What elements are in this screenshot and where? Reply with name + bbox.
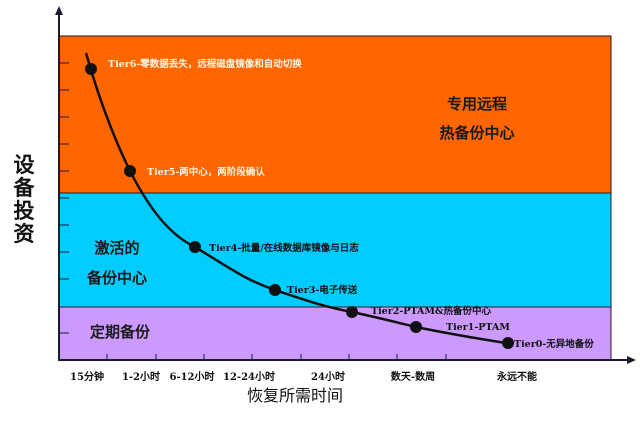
xtick-label: 12-24小时	[223, 370, 275, 383]
y-axis-title-char: 资	[14, 222, 35, 246]
y-axis-title-char: 备	[13, 176, 36, 200]
zone-hot-backup	[58, 35, 612, 194]
tier0-point	[502, 337, 514, 349]
tier1-point	[410, 321, 422, 333]
zone-periodic-label: 定期备份	[90, 323, 151, 341]
tier3-point	[269, 284, 281, 296]
tier0-label: Tier0-无异地备份	[514, 338, 594, 350]
zone-active-backup	[58, 192, 612, 308]
zone-active-label-1: 激活的	[94, 239, 139, 257]
tier2-label: Tier2-PTAM&热备份中心	[371, 305, 491, 317]
zone-periodic-backup	[58, 306, 612, 361]
y-axis-arrow-icon	[55, 6, 63, 15]
xtick-label: 1-2小时	[122, 370, 160, 383]
x-axis-arrow-icon	[627, 356, 636, 364]
xtick-label: 15分钟	[70, 370, 104, 383]
xtick-label: 数天-数周	[391, 370, 435, 383]
tier4-label: Tier4-批量/在线数据库镜像与日志	[209, 242, 359, 254]
tier5-label: Tier5-两中心，两阶段确认	[147, 166, 265, 178]
tier4-point	[189, 241, 201, 253]
zone-active-label-2: 备份中心	[86, 269, 147, 287]
tier5-point	[124, 165, 136, 177]
xtick-label: 永远不能	[496, 370, 537, 383]
zone-hot-label-2: 热备份中心	[439, 124, 514, 142]
tier3-label: Tier3-电子传送	[287, 284, 358, 296]
x-axis-title: 恢复所需时间	[247, 386, 343, 405]
tier6-point	[85, 63, 97, 75]
xtick-label: 24小时	[311, 370, 345, 383]
tier2-point	[346, 306, 358, 318]
zone-hot-label-1: 专用远程	[447, 95, 507, 113]
y-ticks	[59, 62, 69, 334]
y-axis-title-char: 投	[14, 199, 35, 223]
x-ticks	[106, 354, 447, 360]
tier6-label: Tier6-零数据丢失，远程磁盘镜像和自动切换	[108, 58, 302, 70]
y-axis-title-char: 设	[14, 153, 35, 177]
tier1-label: Tier1-PTAM	[446, 322, 510, 333]
xtick-label: 6-12小时	[169, 370, 214, 383]
